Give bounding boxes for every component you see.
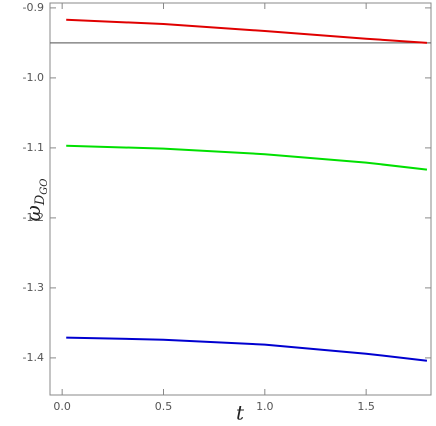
series-line — [66, 144, 428, 171]
x-tick-label: 1.5 — [357, 400, 375, 413]
y-tick-label: -1.1 — [23, 141, 44, 154]
y-label-subsub: GO — [39, 179, 50, 195]
x-tick-label: 0.0 — [53, 400, 71, 413]
x-tick-label: 0.5 — [155, 400, 173, 413]
y-label-text: ωDGO — [21, 179, 50, 222]
y-label-symbol: ω — [21, 205, 45, 221]
series-line — [66, 336, 428, 362]
series-line — [66, 18, 428, 44]
y-tick-label: -1.0 — [23, 71, 44, 84]
x-axis-label: t — [236, 401, 245, 425]
plot-frame — [49, 2, 432, 396]
y-tick-label: -1.3 — [23, 281, 44, 294]
y-tick-label: -1.2 — [23, 211, 44, 224]
x-tick-label: 1.0 — [256, 400, 274, 413]
y-label-sub: D — [33, 194, 48, 206]
y-axis-label: ωDGO — [21, 179, 50, 222]
y-tick-label: -0.9 — [23, 1, 44, 14]
y-tick-label: -1.4 — [23, 351, 44, 364]
